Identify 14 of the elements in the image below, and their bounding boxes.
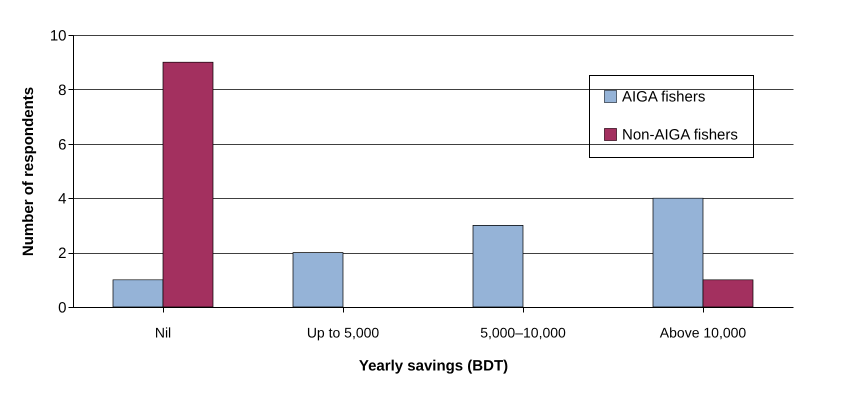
y-tick-label: 2 [58, 245, 66, 262]
y-tick-label: 4 [58, 190, 66, 208]
y-tick-label: 8 [58, 82, 66, 99]
y-axis-title: Number of respondents [20, 86, 37, 256]
x-tick-label: Up to 5,000 [306, 324, 380, 340]
x-axis-title: Yearly savings (BDT) [358, 358, 508, 374]
legend-label: Non-AIGA fishers [622, 126, 738, 144]
y-tick-label: 0 [58, 300, 66, 316]
y-tick-label: 6 [58, 136, 66, 154]
legend-label: AIGA fishers [622, 88, 706, 106]
x-tick-label: 5,000–10,000 [480, 324, 566, 340]
x-tick-label: Above 10,000 [660, 324, 746, 340]
y-tick-label: 10 [50, 28, 66, 44]
x-tick-label: Nil [154, 324, 172, 340]
